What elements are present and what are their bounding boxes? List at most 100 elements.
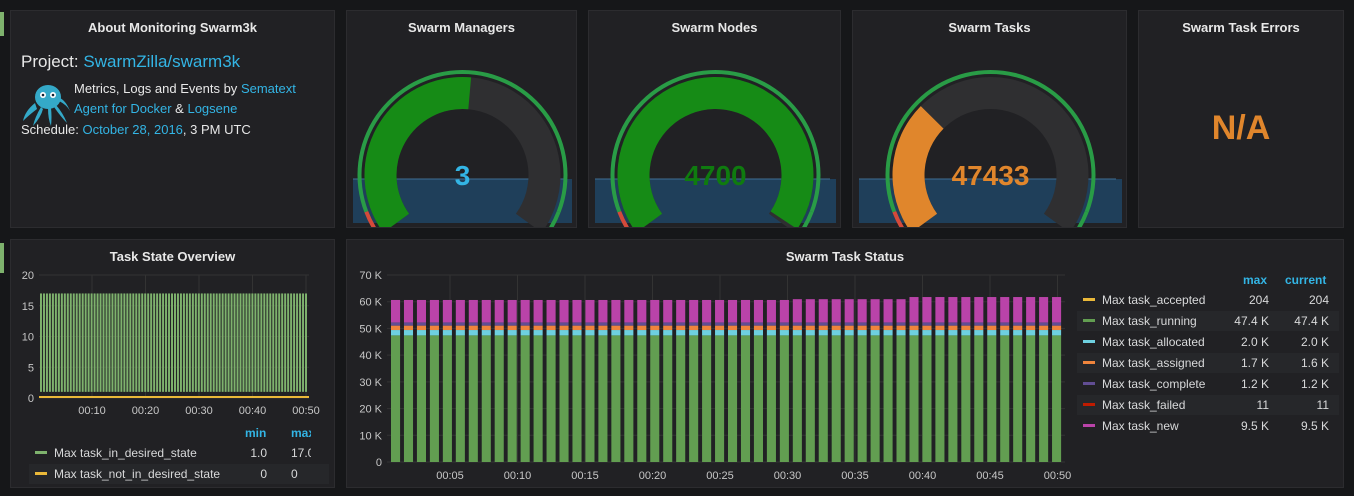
y-tick-label: 0 <box>376 457 382 469</box>
panel-title: Swarm Task Status <box>785 249 905 264</box>
legend-swatch <box>35 451 47 455</box>
about-panel: About Monitoring Swarm3k Project: SwarmZ… <box>10 10 335 228</box>
stacked-bar-segment <box>792 325 802 331</box>
stacked-bar-segment <box>624 330 634 336</box>
stacked-bar-segment <box>391 330 401 336</box>
legend-header-current[interactable]: current <box>1285 273 1327 287</box>
stacked-bar-segment <box>637 325 647 331</box>
stacked-bar-segment <box>844 335 854 462</box>
stacked-bar-segment <box>1013 322 1023 326</box>
legend-item[interactable]: Max task_new 9.5 K 9.5 K <box>1077 416 1339 436</box>
stacked-bar-segment <box>740 325 751 331</box>
stacked-bar-segment <box>1052 297 1062 323</box>
stacked-bar-segment <box>650 330 660 336</box>
stacked-bar-segment <box>961 335 971 462</box>
stacked-bar-segment <box>494 322 504 326</box>
bar <box>54 293 57 392</box>
stacked-bar-segment <box>1000 325 1010 331</box>
stacked-bar-segment <box>753 299 763 323</box>
legend-header-max[interactable]: max <box>1243 273 1268 287</box>
legend-series-name: Max task_assigned <box>1102 356 1205 370</box>
stacked-bar-segment <box>611 335 621 462</box>
bar <box>185 293 188 392</box>
stacked-bar-segment <box>870 325 880 331</box>
sematext-link[interactable]: Sematext <box>240 81 296 96</box>
legend-header-max[interactable]: max <box>291 426 311 440</box>
stacked-bar-segment <box>1039 330 1049 336</box>
stacked-bar-segment <box>585 299 595 323</box>
schedule-label: Schedule: <box>21 122 79 137</box>
legend-item[interactable]: Max task_accepted 204 204 <box>1077 290 1339 310</box>
stacked-bar-segment <box>416 330 426 336</box>
gauge-managers: 3 <box>353 70 572 227</box>
legend-header-min[interactable]: min <box>245 426 267 440</box>
stacked-bar-segment <box>403 335 414 462</box>
stacked-bar-segment <box>896 322 906 326</box>
stacked-bar-segment <box>922 335 932 462</box>
legend-item[interactable]: Max task_failed 11 11 <box>1077 395 1339 415</box>
agent-docker-link[interactable]: Agent for Docker <box>74 101 172 116</box>
stacked-bar-segment <box>935 335 945 462</box>
stacked-bar-segment <box>831 322 841 326</box>
bar <box>293 293 296 392</box>
legend-item[interactable]: Max task_assigned 1.7 K 1.6 K <box>1077 353 1339 373</box>
stacked-bar-segment <box>844 325 854 331</box>
stacked-bar-segment <box>507 299 517 323</box>
stacked-bar-segment <box>766 330 776 336</box>
bar <box>212 293 215 392</box>
legend-item[interactable]: Max task_in_desired_state 1.0 17.0 <box>11 443 334 463</box>
logsene-link[interactable]: Logsene <box>187 101 238 116</box>
bar <box>156 293 159 392</box>
legend-swatch <box>1083 340 1095 344</box>
task-errors-value: N/A <box>1211 109 1271 147</box>
bar <box>141 293 144 392</box>
stacked-bar-segment <box>689 325 699 331</box>
stacked-bar-segment <box>857 325 867 331</box>
stacked-bar-segment <box>468 325 478 331</box>
stacked-bar-segment <box>637 335 647 462</box>
stacked-bar-segment <box>585 335 595 462</box>
stacked-bar-segment <box>948 297 958 323</box>
legend-item[interactable]: Max task_running 47.4 K 47.4 K <box>1077 311 1339 331</box>
stacked-bar-segment <box>429 330 439 336</box>
gauge-value: 3 <box>455 160 471 191</box>
stacked-bar-segment <box>455 325 465 331</box>
bar <box>242 293 245 392</box>
stacked-bar-segment <box>507 330 517 336</box>
stacked-bar-segment <box>572 299 582 323</box>
y-tick-label: 60 K <box>359 297 382 309</box>
legend-current: 204 <box>1308 293 1329 307</box>
bar <box>260 293 263 392</box>
legend-item[interactable]: Max task_not_in_desired_state 0 0 <box>29 464 329 484</box>
stacked-bar-segment <box>1026 330 1036 336</box>
stacked-bar-segment <box>857 330 867 336</box>
row-marker-bottom <box>0 243 4 273</box>
stacked-bar-segment <box>961 322 971 326</box>
stacked-bar-segment <box>391 299 401 323</box>
x-tick-label: 00:15 <box>571 470 599 482</box>
y-tick-label: 40 K <box>359 350 382 362</box>
legend-max: 9.5 K <box>1240 419 1269 433</box>
stacked-bar-segment <box>935 330 945 336</box>
bar <box>165 293 168 392</box>
legend-item[interactable]: Max task_allocated 2.0 K 2.0 K <box>1077 332 1339 352</box>
bar <box>48 293 51 392</box>
gauge-nodes: 4700 <box>595 70 836 227</box>
stacked-bar-segment <box>598 299 608 323</box>
project-link[interactable]: SwarmZilla/swarm3k <box>83 52 241 71</box>
bar <box>96 293 99 392</box>
stacked-bar-segment <box>442 330 452 336</box>
bar <box>108 293 111 392</box>
stacked-bar-segment <box>481 335 491 462</box>
stacked-bar-segment <box>1000 335 1010 462</box>
stacked-bar-segment <box>637 322 647 326</box>
stacked-bar-segment <box>572 335 582 462</box>
panel-title: Swarm Task Errors <box>1182 20 1300 35</box>
stacked-bar-segment <box>403 325 414 331</box>
stacked-bar-segment <box>779 325 789 331</box>
stacked-bar-segment <box>598 330 608 336</box>
stacked-bar-segment <box>689 299 699 323</box>
schedule-date-link[interactable]: October 28, 2016 <box>82 122 183 137</box>
bar <box>188 293 191 392</box>
legend-item[interactable]: Max task_complete 1.2 K 1.2 K <box>1077 374 1339 394</box>
